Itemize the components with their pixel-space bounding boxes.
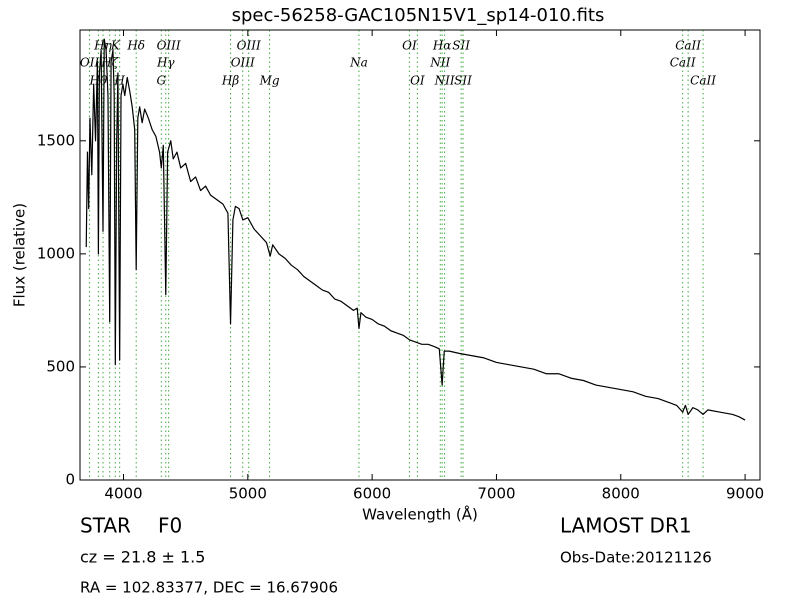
spectral-line-label: CaII	[670, 56, 696, 70]
spectral-line-label: CaII	[675, 39, 701, 53]
spectral-line-label: Hγ	[156, 56, 175, 70]
spectral-line-label: OI	[410, 74, 425, 88]
x-tick-label: 5000	[229, 485, 267, 503]
spectral-line-label: K	[110, 39, 121, 53]
spectral-line-label: Mg	[259, 74, 280, 88]
spectral-line-label: OIII	[231, 56, 255, 70]
spectral-line-label: Hβ	[221, 74, 239, 88]
x-tick-label: 8000	[602, 485, 640, 503]
spectral-line-label: SII	[452, 39, 470, 53]
spectral-line-label: OIII	[157, 39, 181, 53]
spectral-line-label: Hα	[432, 39, 452, 53]
spectral-line-label: Hθ	[89, 74, 108, 88]
y-tick-label: 1000	[37, 244, 75, 262]
coordinates: RA = 102.83377, DEC = 16.67906	[80, 579, 338, 597]
spectral-line-label: NII	[434, 74, 455, 88]
survey: LAMOST DR1	[560, 514, 692, 538]
spectral-line-label: OIII	[237, 39, 261, 53]
chart-title: spec-56258-GAC105N15V1_sp14-010.fits	[232, 5, 605, 26]
plot-frame	[79, 29, 761, 481]
spectral-line-label: Na	[349, 56, 368, 70]
spectral-line-label: SII	[454, 74, 472, 88]
y-tick-label: 500	[46, 357, 75, 375]
object-class: STAR	[80, 514, 131, 538]
x-tick-label: 4000	[104, 485, 142, 503]
x-tick-label: 6000	[353, 485, 391, 503]
y-axis-label: Flux (relative)	[11, 203, 29, 307]
x-tick-label: 7000	[477, 485, 515, 503]
x-axis-label: Wavelength (Å)	[362, 505, 478, 524]
x-tick-label: 9000	[726, 485, 764, 503]
spectral-line-label: G	[157, 74, 167, 88]
spectral-line-label: OII	[80, 56, 100, 70]
spectral-line-label: Hδ	[126, 39, 145, 53]
spectral-line-label: Hη	[93, 39, 112, 53]
obs-date: Obs-Date:20121126	[560, 549, 712, 567]
spectrum-line	[85, 38, 746, 421]
subclass: F0	[158, 514, 182, 538]
y-tick-label: 1500	[37, 131, 75, 149]
redshift: cz = 21.8 ± 1.5	[80, 548, 205, 567]
spectral-line-label: Hζ	[100, 56, 119, 70]
spectral-line-label: OI	[402, 39, 417, 53]
y-tick-label: 0	[65, 471, 75, 489]
spectral-line-label: CaII	[690, 74, 716, 88]
spectral-line-label: NII	[429, 56, 450, 70]
